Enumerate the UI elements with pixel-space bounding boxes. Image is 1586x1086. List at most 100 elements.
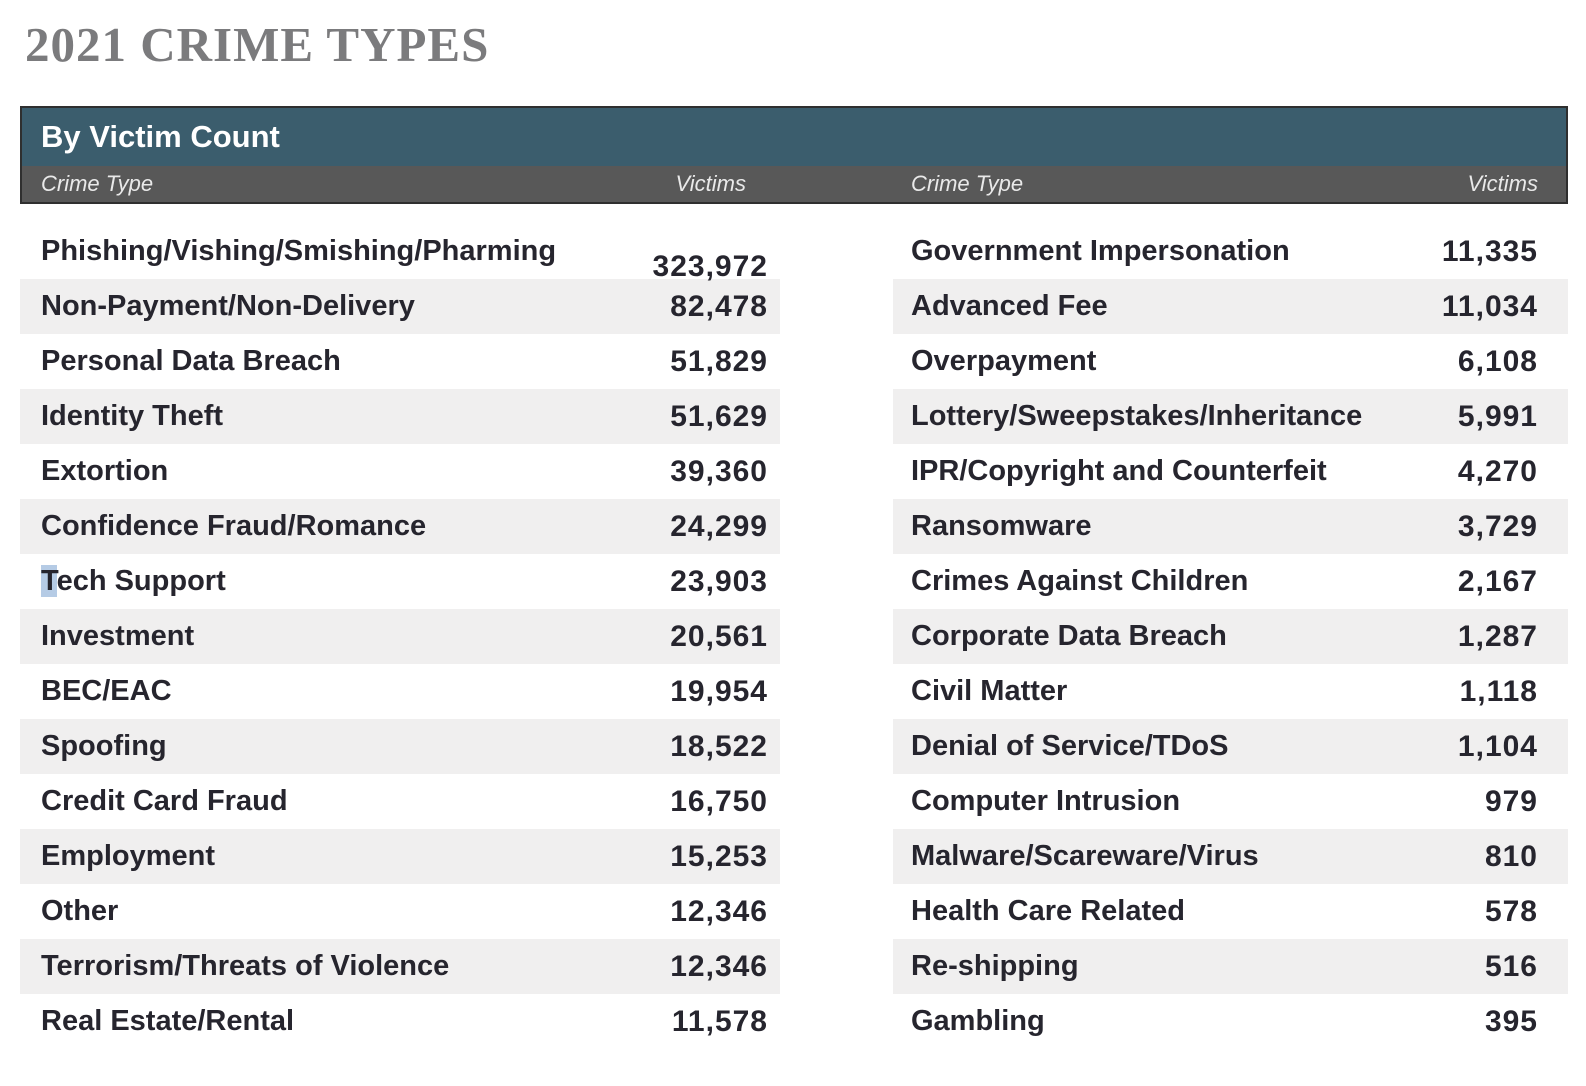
table-row: Terrorism/Threats of Violence 12,346 xyxy=(20,939,780,994)
table-row: Spoofing 18,522 xyxy=(20,719,780,774)
table-row: Overpayment 6,108 xyxy=(893,334,1568,389)
victims-count-cell: 39,360 xyxy=(670,454,768,488)
victims-count-cell: 5,991 xyxy=(1457,399,1538,433)
victims-count-cell: 51,629 xyxy=(670,399,768,433)
victims-count-cell: 979 xyxy=(1484,784,1538,818)
crime-type-cell: Terrorism/Threats of Violence xyxy=(41,950,450,982)
victims-count-cell: 11,578 xyxy=(671,1004,768,1038)
column-gap xyxy=(780,224,893,1049)
victims-count-cell: 1,287 xyxy=(1457,619,1538,653)
crime-type-cell: Gambling xyxy=(911,1005,1045,1037)
table-header-block: By Victim Count Crime Type Victims Crime… xyxy=(20,106,1568,204)
victims-count-cell: 810 xyxy=(1484,839,1538,873)
table-row: Malware/Scareware/Virus 810 xyxy=(893,829,1568,884)
crime-type-cell: BEC/EAC xyxy=(41,675,172,707)
table-row: Extortion 39,360 xyxy=(20,444,780,499)
crime-type-cell: Employment xyxy=(41,840,216,872)
section-header-label: By Victim Count xyxy=(41,119,280,154)
table-row: BEC/EAC 19,954 xyxy=(20,664,780,719)
page-title: 2021 CRIME TYPES xyxy=(25,17,490,72)
crime-type-cell: Computer Intrusion xyxy=(911,785,1181,817)
crime-type-cell: Extortion xyxy=(41,455,169,487)
victims-count-cell: 18,522 xyxy=(670,729,768,763)
crime-type-cell: Non-Payment/Non-Delivery xyxy=(41,290,415,322)
crime-type-cell: Other xyxy=(41,895,119,927)
table-row: Credit Card Fraud 16,750 xyxy=(20,774,780,829)
table-row: Tech Support 23,903 xyxy=(20,554,780,609)
table-row: Investment 20,561 xyxy=(20,609,780,664)
table-row: Lottery/Sweepstakes/Inheritance 5,991 xyxy=(893,389,1568,444)
right-column-headers: Crime Type Victims xyxy=(893,171,1566,197)
crime-type-cell: IPR/Copyright and Counterfeit xyxy=(911,455,1327,487)
table-row: Re-shipping 516 xyxy=(893,939,1568,994)
table-row: IPR/Copyright and Counterfeit 4,270 xyxy=(893,444,1568,499)
table-row: Denial of Service/TDoS 1,104 xyxy=(893,719,1568,774)
crime-types-table: By Victim Count Crime Type Victims Crime… xyxy=(20,106,1568,1049)
crime-type-cell: Identity Theft xyxy=(41,400,224,432)
text-selection-highlight: T xyxy=(41,565,57,597)
table-row: Other 12,346 xyxy=(20,884,780,939)
table-row: Gambling 395 xyxy=(893,994,1568,1049)
victims-count-cell: 16,750 xyxy=(670,784,768,818)
table-column-headers: Crime Type Victims Crime Type Victims xyxy=(22,166,1566,202)
column-header-victims: Victims xyxy=(1467,171,1539,196)
left-column-rows: Phishing/Vishing/Smishing/Pharming 323,97… xyxy=(20,224,780,1049)
crime-type-cell: Corporate Data Breach xyxy=(911,620,1227,652)
victims-count-cell: 51,829 xyxy=(670,344,768,378)
crime-type-cell: Denial of Service/TDoS xyxy=(911,730,1229,762)
table-row: Phishing/Vishing/Smishing/Pharming 323,97… xyxy=(20,224,780,283)
column-header-victims: Victims xyxy=(675,171,747,196)
victims-count-cell: 11,335 xyxy=(1441,234,1538,268)
victims-count-cell: 395 xyxy=(1484,1004,1538,1038)
crime-type-cell: Re-shipping xyxy=(911,950,1079,982)
crime-type-cell: Advanced Fee xyxy=(911,290,1108,322)
column-header-crime-type: Crime Type xyxy=(911,171,1024,196)
table-row: Computer Intrusion 979 xyxy=(893,774,1568,829)
crime-type-cell: Ransomware xyxy=(911,510,1092,542)
crime-type-cell: Crimes Against Children xyxy=(911,565,1249,597)
table-row: Employment 15,253 xyxy=(20,829,780,884)
victims-count-cell: 1,104 xyxy=(1457,729,1538,763)
table-section-header: By Victim Count xyxy=(22,108,1566,166)
table-row: Crimes Against Children 2,167 xyxy=(893,554,1568,609)
right-column-rows: Government Impersonation 11,335 Advanced F… xyxy=(893,224,1568,1049)
crime-type-cell: Overpayment xyxy=(911,345,1097,377)
victims-count-cell: 11,034 xyxy=(1441,289,1538,323)
victims-count-cell: 578 xyxy=(1484,894,1538,928)
crime-type-cell: Real Estate/Rental xyxy=(41,1005,295,1037)
victims-count-cell: 23,903 xyxy=(670,564,768,598)
victims-count-cell: 1,118 xyxy=(1459,674,1538,708)
table-body: Phishing/Vishing/Smishing/Pharming 323,97… xyxy=(20,204,1568,1049)
crime-type-cell: Credit Card Fraud xyxy=(41,785,288,817)
table-row: Confidence Fraud/Romance 24,299 xyxy=(20,499,780,554)
victims-count-cell: 323,972 xyxy=(652,249,768,283)
crime-type-cell: Spoofing xyxy=(41,730,167,762)
victims-count-cell: 19,954 xyxy=(670,674,768,708)
victims-count-cell: 15,253 xyxy=(670,839,768,873)
victims-count-cell: 3,729 xyxy=(1457,509,1538,543)
table-row: Advanced Fee 11,034 xyxy=(893,279,1568,334)
victims-count-cell: 12,346 xyxy=(670,894,768,928)
crime-type-cell: Civil Matter xyxy=(911,675,1068,707)
crime-type-cell: Phishing/Vishing/Smishing/Pharming xyxy=(41,235,557,267)
crime-type-cell: Lottery/Sweepstakes/Inheritance xyxy=(911,400,1363,432)
crime-type-cell: Government Impersonation xyxy=(911,235,1290,267)
table-row: Real Estate/Rental 11,578 xyxy=(20,994,780,1049)
crime-type-cell: Personal Data Breach xyxy=(41,345,341,377)
victims-count-cell: 82,478 xyxy=(670,289,768,323)
table-row: Corporate Data Breach 1,287 xyxy=(893,609,1568,664)
victims-count-cell: 2,167 xyxy=(1457,564,1538,598)
table-row: Personal Data Breach 51,829 xyxy=(20,334,780,389)
victims-count-cell: 6,108 xyxy=(1457,344,1538,378)
crime-type-cell: Health Care Related xyxy=(911,895,1185,927)
table-row: Government Impersonation 11,335 xyxy=(893,224,1568,279)
table-row: Civil Matter 1,118 xyxy=(893,664,1568,719)
table-row: Ransomware 3,729 xyxy=(893,499,1568,554)
victims-count-cell: 4,270 xyxy=(1457,454,1538,488)
victims-count-cell: 516 xyxy=(1484,949,1538,983)
left-column-headers: Crime Type Victims xyxy=(22,171,780,197)
victims-count-cell: 20,561 xyxy=(670,619,768,653)
table-row: Identity Theft 51,629 xyxy=(20,389,780,444)
crime-type-cell: Confidence Fraud/Romance xyxy=(41,510,427,542)
crime-type-cell: Investment xyxy=(41,620,195,652)
